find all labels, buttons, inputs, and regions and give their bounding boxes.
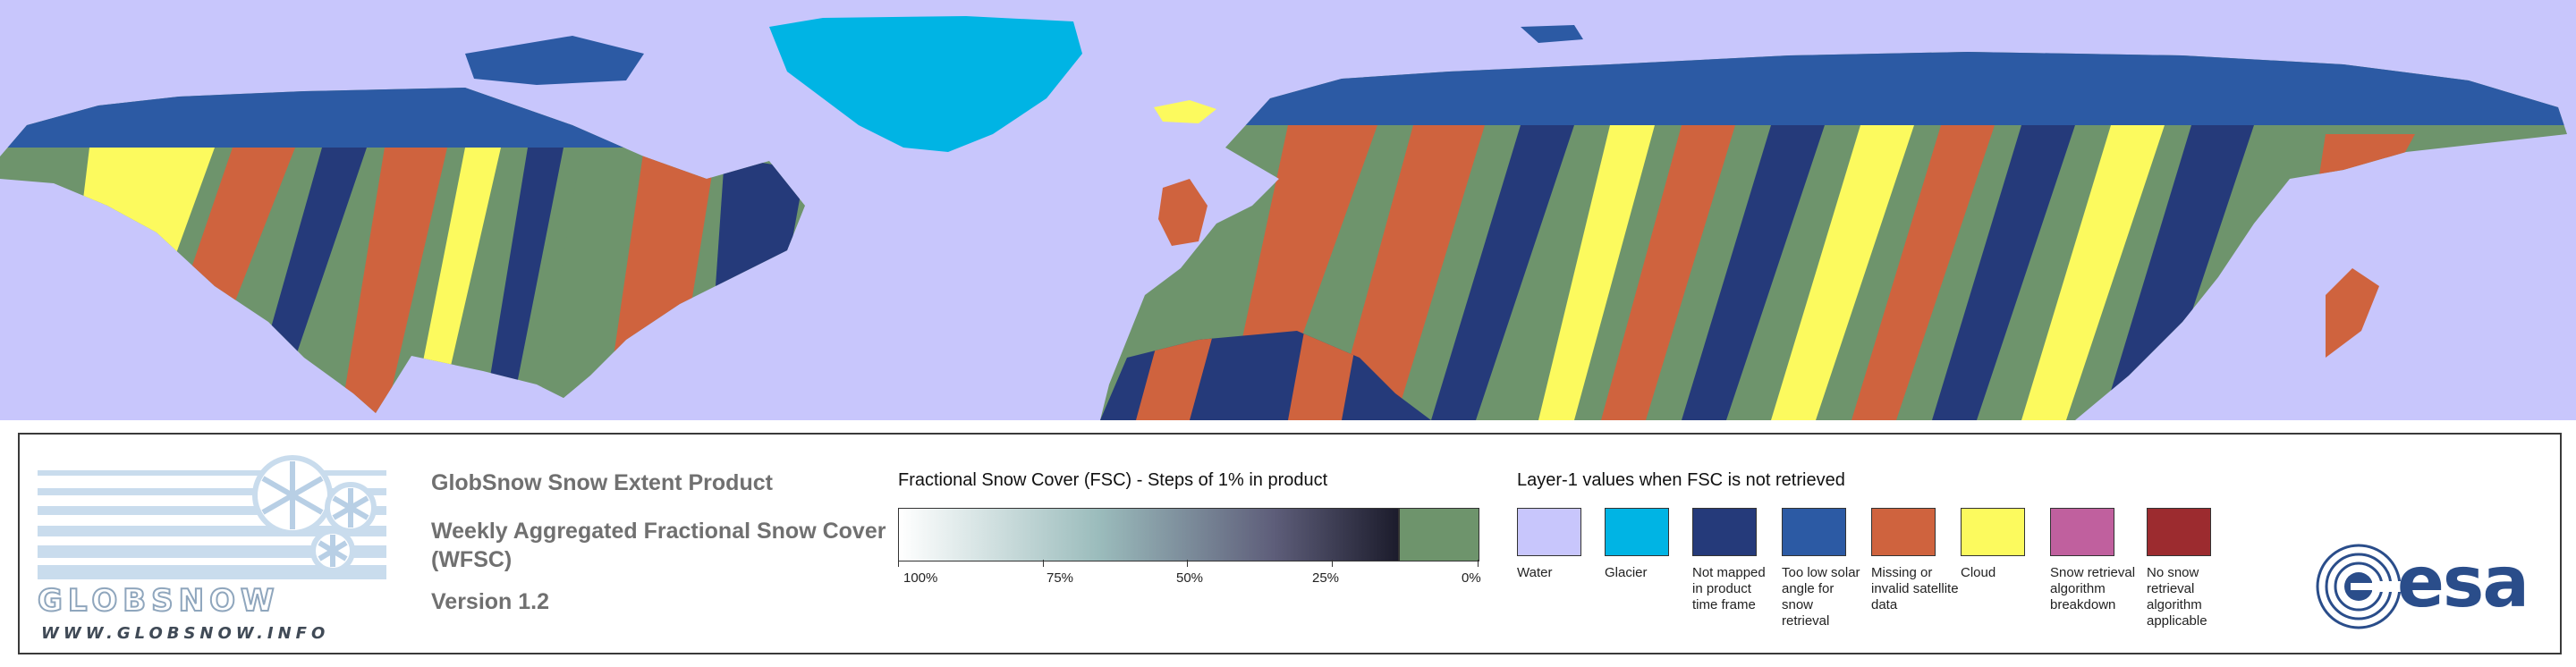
not-mapped-swatch [1692,508,1757,556]
japan [2326,268,2379,358]
glacier-swatch [1605,508,1669,556]
glacier-label: Glacier [1605,565,1648,580]
globsnow-logo: GLOBSNOW WWW.GLOBSNOW.INFO [37,451,395,647]
cloud-label: Cloud [1961,565,1996,580]
esa-globe-icon [2316,544,2408,629]
arctic-islands [465,36,644,85]
greenland [769,16,1082,152]
cloud-swatch [1961,508,2025,556]
snowflake-stripes-icon [38,455,386,579]
fsc-tick-label: 25% [1312,570,1340,586]
no-algorithm-label: No snow retrieval algorithm applicable [2147,565,2207,629]
globsnow-wordmark: GLOBSNOW [37,582,280,620]
fsc-tick-label: 50% [1176,570,1204,586]
product-title: GlobSnow Snow Extent Product [431,470,773,495]
fsc-tick-label: 75% [1046,570,1074,586]
missing-data-label: Missing or invalid satellite data [1871,565,1959,612]
layer1-legend-title: Layer-1 values when FSC is not retrieved [1517,470,1845,490]
esa-logo: esa [2309,542,2551,631]
product-version: Version 1.2 [431,589,550,614]
missing-data-swatch [1871,508,1936,556]
fsc-legend-title: Fractional Snow Cover (FSC) - Steps of 1… [898,470,1328,490]
algorithm-breakdown-swatch [2050,508,2114,556]
esa-wordmark: esa [2397,543,2529,623]
british-isles [1158,179,1208,246]
algorithm-breakdown-label: Snow retrieval algorithm breakdown [2050,565,2136,612]
fsc-tick-label: 0% [1462,570,1481,586]
no-algorithm-swatch [2147,508,2211,556]
svalbard [1521,25,1583,43]
water-swatch [1517,508,1581,556]
globsnow-url: WWW.GLOBSNOW.INFO [41,624,330,643]
low-solar-angle-label: Too low solar angle for snow retrieval [1782,565,1860,629]
low-solar-angle-swatch [1782,508,1846,556]
water-label: Water [1517,565,1553,580]
fsc-zero-swatch [1399,508,1479,561]
snow-cover-map [0,0,2576,420]
not-mapped-label: Not mapped in product time frame [1692,565,1766,612]
product-subtitle: Weekly Aggregated Fractional Snow Cover … [431,519,886,572]
fsc-tick-marks [898,560,1479,569]
legend-panel: GLOBSNOW WWW.GLOBSNOW.INFO GlobSnow Snow… [18,433,2562,654]
iceland [1154,100,1216,123]
fsc-color-ramp [898,508,1399,561]
fsc-tick-label: 100% [903,570,938,586]
